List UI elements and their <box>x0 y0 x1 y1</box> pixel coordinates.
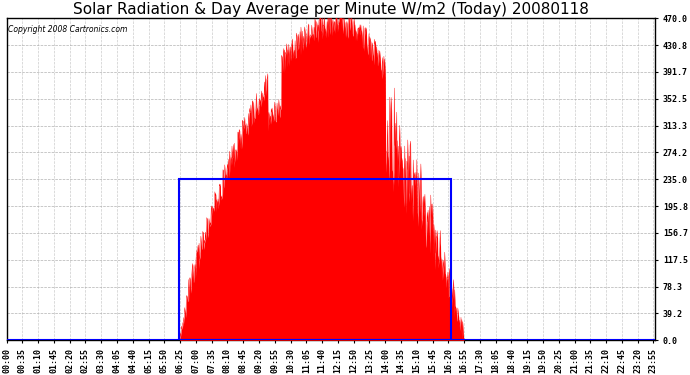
Title: Solar Radiation & Day Average per Minute W/m2 (Today) 20080118: Solar Radiation & Day Average per Minute… <box>73 2 589 17</box>
Text: Copyright 2008 Cartronics.com: Copyright 2008 Cartronics.com <box>8 26 127 34</box>
Bar <box>179 179 451 340</box>
